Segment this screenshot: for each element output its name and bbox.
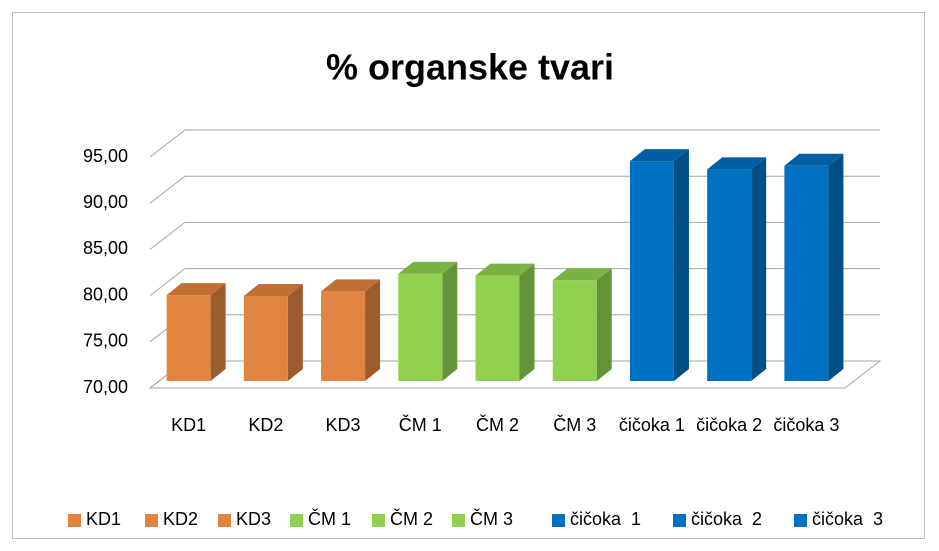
chart-border xyxy=(12,12,925,539)
bar-side xyxy=(519,263,535,381)
bar-side xyxy=(210,283,226,381)
bar xyxy=(243,283,303,381)
bar-side xyxy=(751,157,767,381)
bar-front xyxy=(629,161,674,381)
bar xyxy=(784,153,844,381)
y-tick-label: 70,00 xyxy=(83,377,128,397)
bar-side xyxy=(287,283,303,381)
chart-title: % organske tvari xyxy=(326,47,614,88)
legend-swatch xyxy=(552,514,565,527)
bar-top xyxy=(552,268,612,281)
x-tick-label: čičoka 1 xyxy=(618,415,685,435)
bar-front xyxy=(707,169,752,381)
grid-line xyxy=(149,129,880,158)
bar-front xyxy=(552,280,597,381)
bar xyxy=(166,283,226,381)
x-tick-label: ČM 2 xyxy=(475,415,519,435)
legend-label: čičoka 1 xyxy=(570,509,642,529)
bar-front xyxy=(243,295,288,381)
bar-front xyxy=(398,273,443,381)
x-tick-label: čičoka 3 xyxy=(773,415,840,435)
legend-swatch xyxy=(372,514,385,527)
legend-swatch xyxy=(673,514,686,527)
x-tick-label: KD3 xyxy=(325,415,361,435)
bar-top xyxy=(398,261,458,274)
bar xyxy=(321,279,381,381)
bar-side xyxy=(365,279,381,381)
y-tick-label: 75,00 xyxy=(83,331,128,351)
bar xyxy=(552,268,612,381)
y-tick-label: 80,00 xyxy=(83,284,128,304)
legend-label: ČM 3 xyxy=(470,509,514,529)
bar-side xyxy=(673,149,689,381)
bar-top xyxy=(475,263,535,276)
legend-label: ČM 1 xyxy=(308,509,352,529)
legend-swatch xyxy=(218,514,231,527)
bar xyxy=(398,261,458,381)
bar-top xyxy=(784,153,844,166)
bar-top xyxy=(243,283,303,296)
bar-front xyxy=(166,295,211,381)
y-tick-label: 85,00 xyxy=(83,238,128,258)
x-tick-label: ČM 3 xyxy=(553,415,597,435)
bar xyxy=(707,157,767,381)
legend-swatch xyxy=(794,514,807,527)
bar-side xyxy=(442,261,458,381)
legend-swatch xyxy=(452,514,465,527)
x-tick-label: čičoka 2 xyxy=(696,415,763,435)
x-tick-label: ČM 1 xyxy=(398,415,442,435)
legend-label: ČM 2 xyxy=(390,509,434,529)
legend-label: KD2 xyxy=(163,509,199,529)
bar-top xyxy=(321,279,381,292)
legend-swatch xyxy=(290,514,303,527)
legend-swatch xyxy=(68,514,81,527)
legend-label: KD1 xyxy=(86,509,122,529)
bar xyxy=(629,149,689,381)
legend-swatch xyxy=(145,514,158,527)
bar xyxy=(475,263,535,381)
bar-top xyxy=(707,157,767,170)
bar-front xyxy=(475,275,520,381)
legend-label: čičoka 2 xyxy=(691,509,763,529)
y-tick-label: 90,00 xyxy=(83,192,128,212)
bar-top xyxy=(166,283,226,296)
bar-top xyxy=(629,149,689,162)
x-tick-label: KD1 xyxy=(171,415,207,435)
legend-label: čičoka 3 xyxy=(812,509,884,529)
x-tick-label: KD2 xyxy=(248,415,284,435)
y-tick-label: 95,00 xyxy=(83,146,128,166)
bar-front xyxy=(784,165,829,381)
bar-side xyxy=(596,268,612,381)
bar-front xyxy=(321,291,366,381)
legend-label: KD3 xyxy=(236,509,272,529)
bar-side xyxy=(828,153,844,381)
